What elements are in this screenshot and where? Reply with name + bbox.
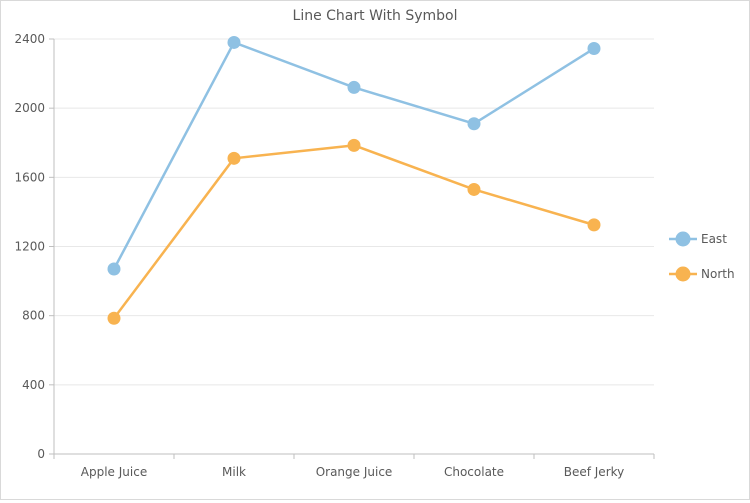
data-point[interactable] [227, 151, 241, 165]
chart-title: Line Chart With Symbol [293, 8, 458, 24]
data-point[interactable] [347, 138, 361, 152]
y-tick-label: 2400 [14, 32, 45, 46]
data-point[interactable] [347, 80, 361, 94]
x-tick-label: Beef Jerky [564, 465, 625, 479]
x-tick-label: Apple Juice [81, 465, 147, 479]
y-tick-label: 1600 [14, 170, 45, 184]
y-tick-label: 0 [37, 447, 45, 461]
legend-item[interactable]: East [669, 231, 727, 247]
legend-label: East [701, 232, 727, 246]
legend-swatch-marker [675, 231, 691, 247]
series-line [112, 41, 595, 270]
legend-swatch-marker [675, 266, 691, 282]
y-tick-label: 800 [22, 309, 45, 323]
series-north [107, 138, 601, 325]
data-point[interactable] [107, 262, 121, 276]
data-point[interactable] [467, 117, 481, 131]
x-tick-label: Milk [222, 465, 246, 479]
series-east [107, 35, 601, 276]
axes [49, 38, 655, 459]
data-point[interactable] [227, 35, 241, 49]
series-line [113, 144, 595, 320]
x-tick-label: Orange Juice [316, 465, 393, 479]
data-point[interactable] [467, 182, 481, 196]
y-tick-label: 2000 [14, 101, 45, 115]
data-point[interactable] [107, 311, 121, 325]
legend-item[interactable]: North [669, 266, 735, 282]
data-point[interactable] [587, 218, 601, 232]
y-axis-tick-labels: 0 400 800 1200 1600 2000 2400 [14, 32, 45, 461]
legend-label: North [701, 267, 735, 281]
y-tick-label: 400 [22, 378, 45, 392]
series [107, 35, 601, 325]
x-tick-label: Chocolate [444, 465, 504, 479]
data-point[interactable] [587, 42, 601, 56]
legend: East North [669, 231, 735, 282]
gridlines [54, 38, 654, 386]
x-axis-tick-labels: Apple Juice Milk Orange Juice Chocolate Beef… [81, 465, 624, 479]
y-tick-label: 1200 [14, 240, 45, 254]
